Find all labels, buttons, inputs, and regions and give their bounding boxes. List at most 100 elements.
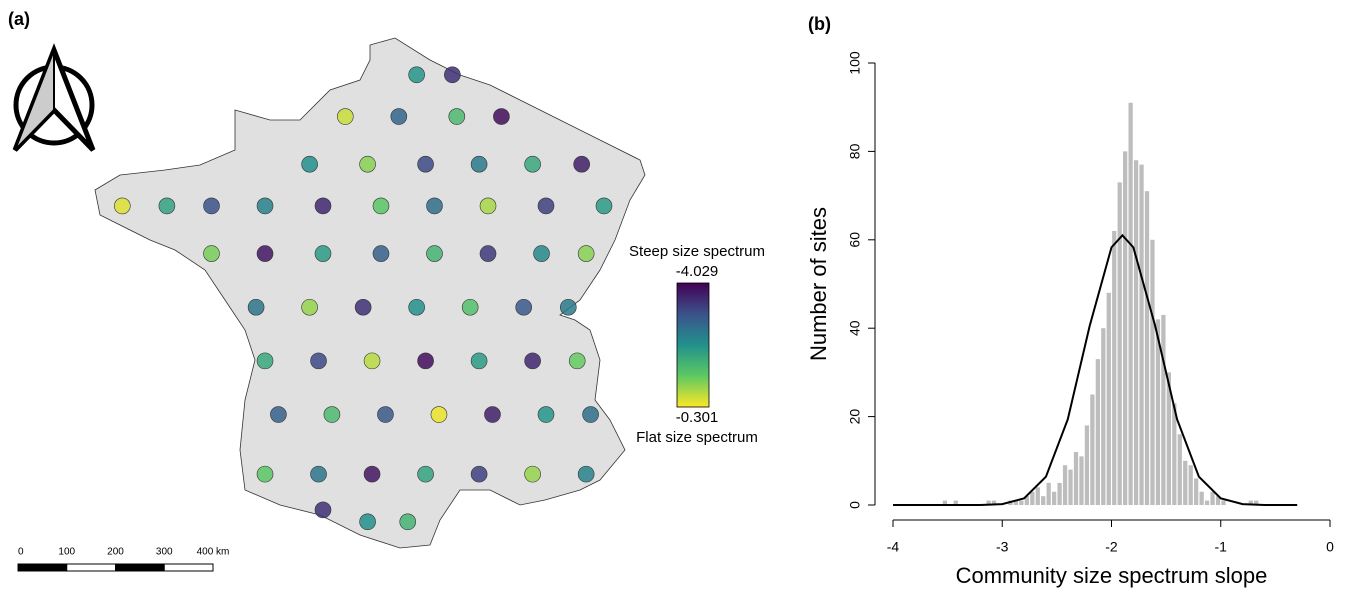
site-point: [470, 155, 488, 173]
histogram-bar: [1183, 460, 1188, 505]
site-point: [314, 501, 332, 519]
scale-segment: [163, 563, 214, 572]
site-point: [426, 197, 443, 215]
site-point: [314, 197, 332, 215]
histogram-bar: [1188, 465, 1193, 505]
site-point: [408, 298, 425, 316]
histogram-bar: [1013, 500, 1019, 505]
site-point: [479, 197, 497, 215]
site-point: [470, 352, 488, 370]
site-point: [537, 197, 555, 215]
histogram-bar: [1254, 500, 1259, 505]
histogram-bar: [991, 500, 997, 505]
site-point: [377, 406, 394, 423]
site-point: [359, 155, 376, 173]
histogram-bar: [1215, 496, 1221, 505]
scale-label: 0: [18, 547, 24, 558]
site-point: [270, 406, 287, 423]
panel-label: (a): [8, 9, 30, 29]
histogram-bar: [1068, 469, 1073, 505]
site-point: [417, 352, 434, 370]
density-curve: [893, 233, 1298, 506]
site-point: [426, 245, 443, 262]
x-tick-label: 0: [1326, 539, 1334, 555]
site-point: [430, 406, 448, 423]
histogram-bar: [1204, 500, 1210, 505]
site-point: [256, 352, 274, 370]
site-point: [203, 197, 220, 215]
site-point: [314, 245, 332, 262]
x-tick-label: -2: [1105, 539, 1118, 555]
y-tick-label: 60: [847, 232, 863, 248]
site-point: [408, 66, 425, 84]
site-point: [524, 352, 541, 370]
y-axis-title: Number of sites: [806, 207, 831, 361]
histogram-bar: [1128, 102, 1133, 505]
site-point: [493, 108, 510, 125]
histogram-bar: [1133, 160, 1139, 506]
colorbar-title: Steep size spectrum: [629, 243, 765, 260]
site-point: [461, 298, 479, 316]
colorbar-tick-label: -0.301: [676, 409, 719, 426]
site-point: [524, 155, 541, 173]
site-point: [336, 108, 354, 125]
x-axis-title: Community size spectrum slope: [956, 563, 1268, 588]
histogram-bar: [1106, 292, 1111, 505]
colorbar: [676, 282, 710, 408]
histogram-bar: [1035, 487, 1040, 505]
site-point: [577, 465, 595, 483]
histogram-bar: [1024, 496, 1029, 505]
histogram-bar: [942, 500, 948, 505]
scale-segment: [17, 563, 68, 572]
site-point: [372, 245, 390, 262]
histogram-bar: [1019, 500, 1024, 505]
histogram-bar: [1155, 319, 1161, 505]
histogram-bar: [1117, 182, 1122, 505]
histogram-bar: [1172, 403, 1177, 505]
colorbar-tick-label: -4.029: [676, 263, 719, 280]
histogram-bar: [986, 500, 991, 505]
histogram-bar: [1144, 191, 1150, 505]
site-point: [577, 245, 595, 262]
site-point: [390, 108, 408, 125]
y-tick-label: 100: [847, 51, 863, 75]
histogram-bar: [1123, 151, 1128, 505]
x-tick-label: -1: [1215, 539, 1228, 555]
site-point: [310, 352, 327, 370]
histogram-bar: [953, 500, 958, 505]
site-point: [515, 298, 533, 316]
histogram-bar: [1052, 491, 1057, 505]
site-point: [256, 245, 274, 262]
y-tick-label: 0: [847, 501, 863, 509]
site-point: [158, 197, 176, 215]
site-point: [595, 197, 613, 215]
histogram-bar: [1210, 491, 1215, 505]
site-point: [256, 465, 274, 483]
histogram-bar: [1057, 482, 1062, 505]
site-point: [301, 155, 318, 173]
site-point: [444, 66, 461, 84]
panel-label: (b): [808, 14, 831, 34]
site-point: [573, 155, 590, 173]
histogram-bar: [1073, 451, 1079, 505]
site-point: [310, 465, 327, 483]
histogram-bar: [1062, 465, 1068, 505]
histogram-bar: [1150, 239, 1155, 506]
site-point: [559, 298, 577, 316]
site-point: [568, 352, 586, 370]
site-point: [203, 245, 220, 262]
histogram-bar: [1139, 164, 1144, 505]
site-point: [524, 465, 541, 483]
x-tick-label: -4: [887, 539, 900, 555]
site-point: [537, 406, 555, 423]
site-point: [372, 197, 390, 215]
site-point: [533, 245, 550, 262]
histogram-bar: [1161, 314, 1166, 505]
scale-label: 300: [156, 547, 173, 558]
north-arrow: [12, 43, 96, 152]
site-point: [470, 465, 488, 483]
site-point: [484, 406, 501, 423]
histogram-bar: [1030, 491, 1035, 505]
histogram-bar: [1046, 482, 1051, 505]
scale-label: 200: [107, 547, 124, 558]
